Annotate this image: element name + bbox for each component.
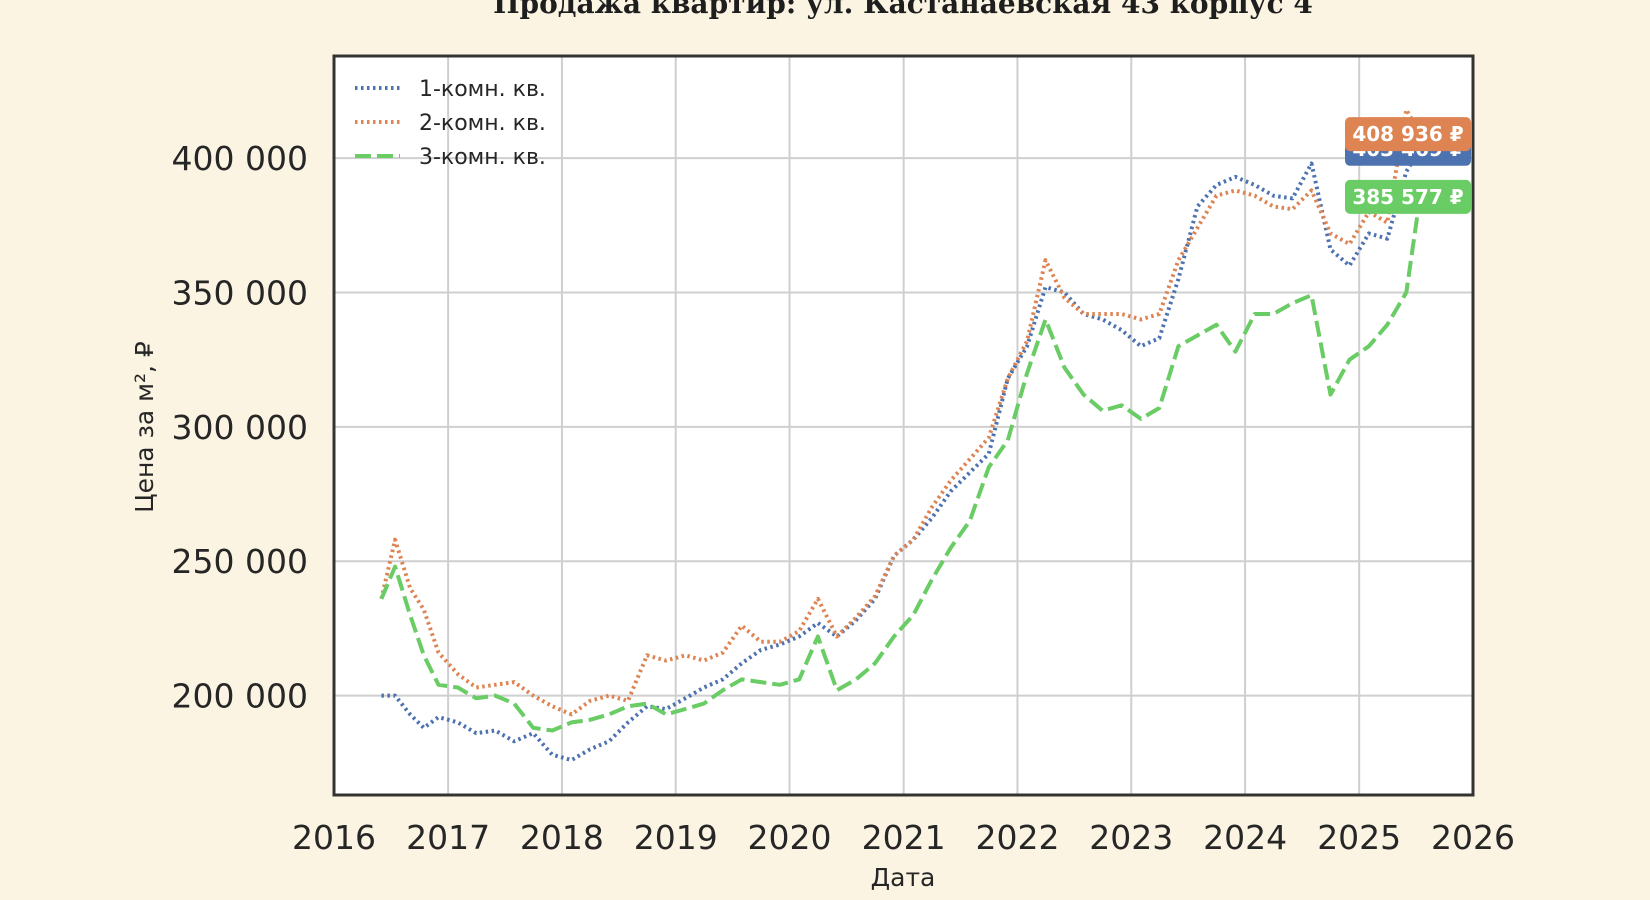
x-tick-label: 2016	[292, 818, 376, 857]
x-tick-label: 2018	[520, 818, 604, 857]
legend: 1-комн. кв. 2-комн. кв. 3-комн. кв.	[355, 77, 546, 170]
x-tick-label: 2020	[748, 818, 832, 857]
x-axis-label: Дата	[871, 863, 936, 892]
legend-entry: 2-комн. кв.	[419, 111, 546, 136]
series-line-1	[381, 147, 1422, 763]
end-labels: 403 469 ₽408 936 ₽385 577 ₽	[1345, 117, 1471, 214]
legend-entry: 3-комн. кв.	[419, 145, 546, 170]
x-tick-label: 2024	[1203, 818, 1287, 857]
end-value-label: 408 936 ₽	[1345, 117, 1471, 152]
y-tick-label: 300 000	[172, 408, 308, 447]
legend-entry: 1-комн. кв.	[419, 77, 546, 102]
chart-title: Продажа квартир: ул. Кастанаевская 43 ко…	[493, 0, 1313, 20]
y-tick-label: 400 000	[172, 139, 308, 178]
x-tick-label: 2026	[1431, 818, 1515, 857]
end-value-label: 385 577 ₽	[1345, 179, 1471, 214]
end-label-box	[1345, 179, 1471, 214]
series-layer	[379, 107, 1422, 763]
end-label-box	[1345, 117, 1471, 152]
x-tick-label: 2017	[406, 818, 490, 857]
x-tick-label: 2021	[862, 818, 946, 857]
end-label-text: 385 577 ₽	[1352, 185, 1463, 209]
x-tick-label: 2019	[634, 818, 718, 857]
y-axis-label: Цена за м², ₽	[130, 341, 159, 513]
ticks-layer: 2016 2017 2018 2019 2020 2021 2022 2023 2024 2025…	[172, 54, 1515, 857]
y-tick-label: 350 000	[172, 273, 308, 312]
end-label-text: 408 936 ₽	[1352, 122, 1463, 146]
y-tick-label: 200 000	[172, 677, 308, 716]
plot-frame	[332, 54, 1475, 797]
series-line-3	[379, 196, 1422, 733]
x-tick-label: 2022	[975, 818, 1059, 857]
x-tick-label: 2023	[1089, 818, 1173, 857]
x-tick-label: 2025	[1317, 818, 1401, 857]
y-tick-label: 250 000	[172, 542, 308, 581]
